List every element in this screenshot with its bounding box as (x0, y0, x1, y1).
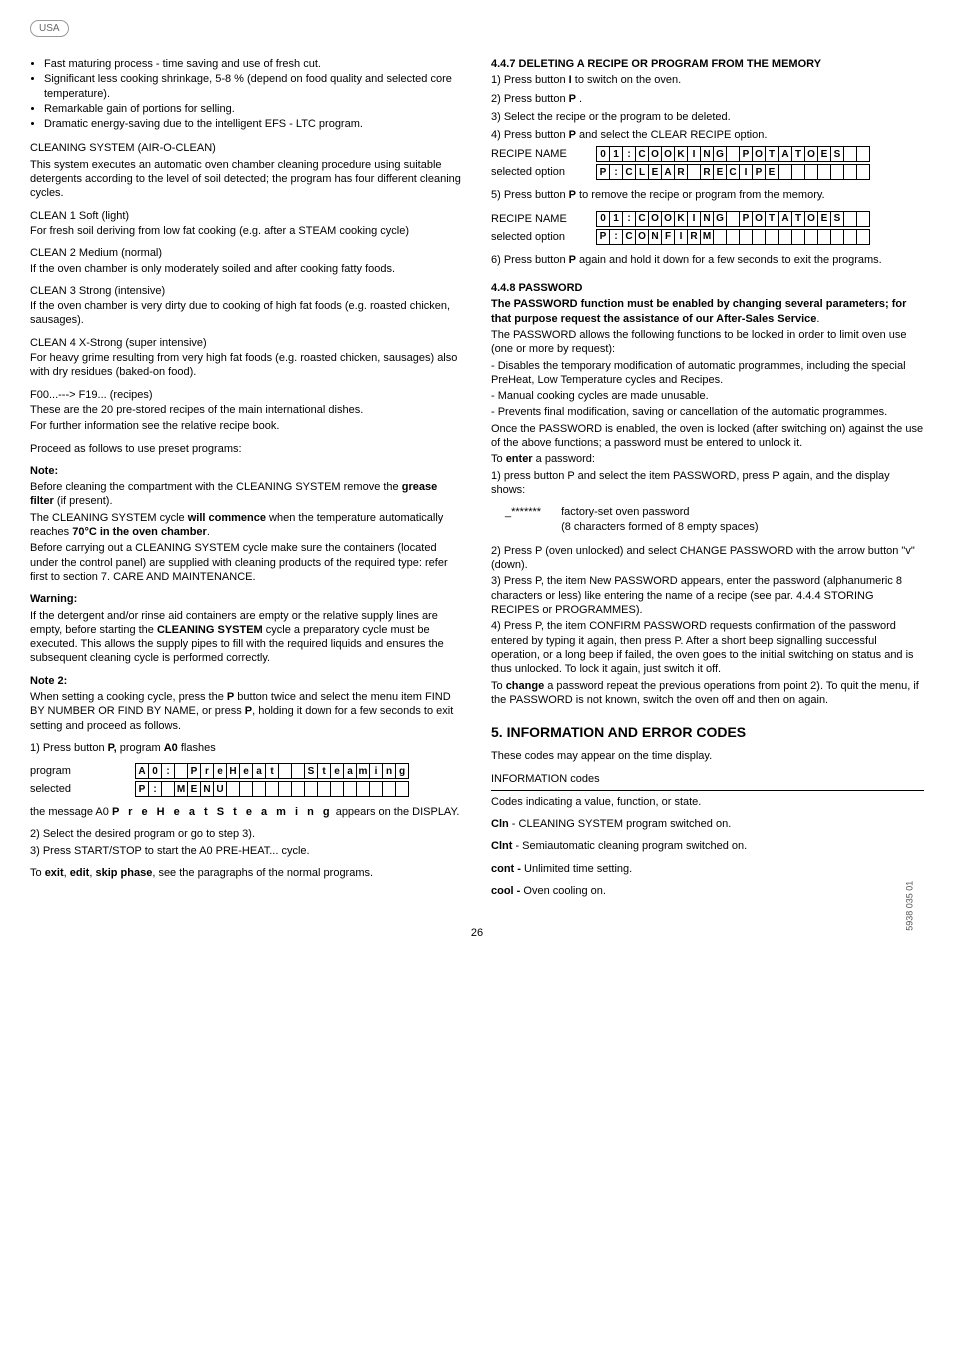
password-step-1: 1) press button P and select the item PA… (491, 469, 924, 498)
password-p2: - Disables the temporary modification of… (491, 359, 924, 388)
grid-label-recipe-name: RECIPE NAME (491, 147, 586, 161)
bullet: Significant less cooking shrinkage, 5-8 … (44, 72, 463, 101)
password-bold-note: The PASSWORD function must be enabled by… (491, 297, 924, 326)
password-enter: To enter a password: (491, 452, 924, 466)
divider (491, 790, 924, 791)
step-447-3: 3) Select the recipe or the program to b… (491, 110, 924, 124)
warning-body: If the detergent and/or rinse aid contai… (30, 609, 463, 666)
clean3-body: If the oven chamber is very dirty due to… (30, 299, 463, 328)
step-1: 1) Press button P, program A0 flashes (30, 741, 463, 755)
cleaning-system-heading: CLEANING SYSTEM (AIR-O-CLEAN) (30, 141, 463, 155)
note2-heading: Note 2: (30, 675, 67, 687)
password-p1: The PASSWORD allows the following functi… (491, 328, 924, 357)
display-grid: P:MENU (135, 781, 409, 797)
password-change: To change a password repeat the previous… (491, 679, 924, 708)
note-body-3: Before carrying out a CLEANING SYSTEM cy… (30, 541, 463, 584)
usa-badge: USA (30, 20, 69, 37)
grid-label-selected-option: selected option (491, 230, 586, 244)
password-factory-1: factory-set oven password (561, 505, 758, 519)
note2-body: When setting a cooking cycle, press the … (30, 690, 463, 733)
grid-label-selected: selected (30, 782, 125, 796)
display-grid-row: RECIPE NAME 01:COOKINGPOTATOES (491, 146, 924, 162)
password-step-3: 3) Press P, the item New PASSWORD appear… (491, 574, 924, 617)
clean4-heading: CLEAN 4 X-Strong (super intensive) (30, 336, 463, 350)
display-grid: P:CLEARRECIPE (596, 164, 870, 180)
grid-label-selected-option: selected option (491, 165, 586, 179)
step-447-4: 4) Press button P and select the CLEAR R… (491, 128, 924, 142)
display-grid: P:CONFIRM (596, 229, 870, 245)
recipes-heading: F00...---> F19... (recipes) (30, 388, 463, 402)
exit-instructions: To exit, edit, skip phase, see the parag… (30, 866, 463, 880)
recipes-body-2: For further information see the relative… (30, 419, 463, 433)
password-p5: Once the PASSWORD is enabled, the oven i… (491, 422, 924, 451)
password-stars: _******* (505, 505, 541, 534)
step-3: 3) Press START/STOP to start the A0 PRE-… (30, 844, 463, 858)
display-grid: 01:COOKINGPOTATOES (596, 211, 870, 227)
step-447-6: 6) Press button P again and hold it down… (491, 253, 924, 267)
note-body-1: Before cleaning the compartment with the… (30, 480, 463, 509)
code-cont: cont - Unlimited time setting. (491, 862, 924, 876)
bullet: Fast maturing process - time saving and … (44, 57, 463, 71)
section-5-heading: 5. INFORMATION AND ERROR CODES (491, 723, 924, 741)
code-cool: cool - Oven cooling on. (491, 884, 924, 898)
password-factory-2: (8 characters formed of 8 empty spaces) (561, 520, 758, 534)
note-body-2: The CLEANING SYSTEM cycle will commence … (30, 511, 463, 540)
section-5-sub: These codes may appear on the time displ… (491, 749, 924, 763)
display-grid: 01:COOKINGPOTATOES (596, 146, 870, 162)
clean4-body: For heavy grime resulting from very high… (30, 351, 463, 380)
clean3-heading: CLEAN 3 Strong (intensive) (30, 284, 463, 298)
clean2-heading: CLEAN 2 Medium (normal) (30, 246, 463, 260)
right-column: 4.4.7 DELETING A RECIPE OR PROGRAM FROM … (491, 57, 924, 906)
display-grid-row: selected P:MENU (30, 781, 463, 797)
bullet: Remarkable gain of portions for selling. (44, 102, 463, 116)
two-column-layout: Fast maturing process - time saving and … (30, 57, 924, 906)
step-447-2: 2) Press button P . (491, 92, 924, 106)
grid-label-recipe-name: RECIPE NAME (491, 212, 586, 226)
clean2-body: If the oven chamber is only moderately s… (30, 262, 463, 276)
section-447-heading: 4.4.7 DELETING A RECIPE OR PROGRAM FROM … (491, 58, 821, 70)
code-clnt: Clnt - Semiautomatic cleaning program sw… (491, 839, 924, 853)
password-p4: - Prevents final modification, saving or… (491, 405, 924, 419)
info-codes-sub: Codes indicating a value, function, or s… (491, 795, 924, 809)
info-codes-heading: INFORMATION codes (491, 772, 924, 786)
display-grid-row: selected option P:CONFIRM (491, 229, 924, 245)
password-example: _******* factory-set oven password (8 ch… (505, 505, 924, 534)
display-message: the message A0 P r e H e a t S t e a m i… (30, 805, 463, 819)
display-grid-row: selected option P:CLEARRECIPE (491, 164, 924, 180)
step-447-5: 5) Press button P to remove the recipe o… (491, 188, 924, 202)
proceed-text: Proceed as follows to use preset program… (30, 442, 463, 456)
password-step-2: 2) Press P (oven unlocked) and select CH… (491, 544, 924, 573)
grid-label-program: program (30, 764, 125, 778)
step-2: 2) Select the desired program or go to s… (30, 827, 463, 841)
step-447-1: 1) Press button I to switch on the oven. (491, 73, 924, 87)
display-grid: A0:PreHeatSteaming (135, 763, 409, 779)
clean1-body: For fresh soil deriving from low fat coo… (30, 224, 463, 238)
warning-heading: Warning: (30, 593, 77, 605)
section-448-heading: 4.4.8 PASSWORD (491, 282, 583, 294)
password-p3: - Manual cooking cycles are made unusabl… (491, 389, 924, 403)
recipes-body-1: These are the 20 pre-stored recipes of t… (30, 403, 463, 417)
password-step-4: 4) Press P, the item CONFIRM PASSWORD re… (491, 619, 924, 676)
display-grid-row: program A0:PreHeatSteaming (30, 763, 463, 779)
code-cln: Cln - CLEANING SYSTEM program switched o… (491, 817, 924, 831)
note-heading: Note: (30, 465, 58, 477)
clean1-heading: CLEAN 1 Soft (light) (30, 209, 463, 223)
page-number: 26 (30, 926, 924, 940)
left-column: Fast maturing process - time saving and … (30, 57, 463, 906)
cleaning-system-body: This system executes an automatic oven c… (30, 158, 463, 201)
feature-bullets: Fast maturing process - time saving and … (30, 57, 463, 131)
document-code: 5938 035 01 (904, 881, 916, 931)
display-grid-row: RECIPE NAME 01:COOKINGPOTATOES (491, 211, 924, 227)
bullet: Dramatic energy-saving due to the intell… (44, 117, 463, 131)
